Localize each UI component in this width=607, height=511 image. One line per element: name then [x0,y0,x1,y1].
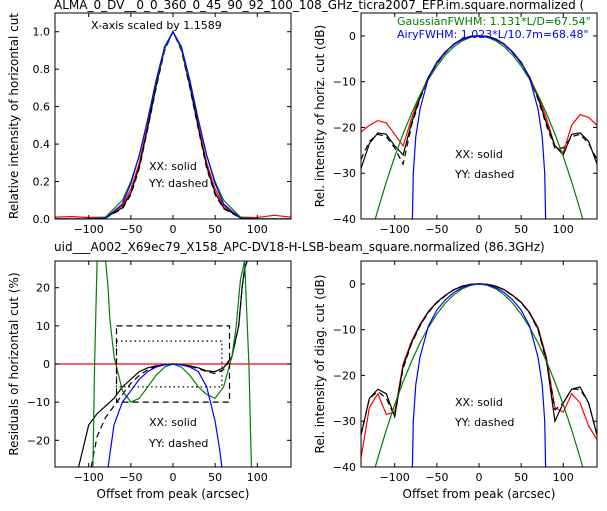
x-tick-label: 100 [553,223,574,236]
x-tick-label: −50 [425,223,448,236]
x-tick-label: 0 [476,223,483,236]
x-tick-label: 50 [208,471,222,484]
series-line-5 [107,363,223,467]
x-tick-label: −50 [119,471,142,484]
series-line-6 [115,325,231,403]
chart-title: ALMA_0_DV__0_0_360_0_45_90_92_100_108_GH… [54,0,584,12]
chart-annotation: YY: dashed [454,168,514,181]
chart-title: uid___A002_X69ec79_X158_APC-DV18-H-LSB-b… [54,240,545,254]
axes-frame [360,260,598,468]
series-group [361,283,597,467]
x-axis-label: Offset from peak (arcsec) [403,487,556,501]
y-tick-label: −40 [333,461,356,474]
y-tick-label: −40 [333,213,356,226]
y-tick-label: 0.8 [33,63,51,76]
axes-frame [360,12,598,220]
series-line-4 [92,261,252,467]
series-line-3 [361,283,597,436]
series-group [55,30,291,219]
series-line-2 [361,283,597,436]
y-tick-label: −20 [333,369,356,382]
x-tick-label: 50 [514,471,528,484]
x-axis-label: Offset from peak (arcsec) [97,487,250,501]
x-tick-label: 100 [553,471,574,484]
y-axis-label: Relative intensity of horizontal cut [7,13,21,219]
y-tick-label: 0.0 [33,213,51,226]
series-line-5 [55,30,291,219]
x-tick-label: 100 [247,223,268,236]
x-tick-label: −50 [119,223,142,236]
chart-panel-2: −100 −50 0 50 100 0 −10 −20 −30 −40 Rel. intensity… [313,12,598,236]
chart-annotation: AiryFWHM: 1.023*L/10.7m=68.48" [397,28,589,41]
y-tick-label: 10 [36,320,50,333]
y-tick-label: −20 [27,434,50,447]
chart-annotation: YY: dashed [454,416,514,429]
series-group [361,35,597,219]
y-tick-label: −10 [27,396,50,409]
y-tick-label: 0.6 [33,101,51,114]
y-tick-label: 20 [36,282,50,295]
series-line-3 [361,35,597,166]
x-tick-label: −100 [74,223,104,236]
chart-annotation: YY: dashed [148,177,208,190]
y-tick-label: −10 [333,76,356,89]
y-tick-label: −30 [333,167,356,180]
y-tick-label: 0.2 [33,176,51,189]
x-tick-label: 50 [208,223,222,236]
series-line-4 [55,30,291,219]
y-tick-label: 0.4 [33,138,51,151]
x-tick-label: 0 [476,471,483,484]
x-tick-label: −50 [425,471,448,484]
series-line-5 [411,283,547,467]
chart-annotation: XX: solid [149,160,197,173]
x-tick-label: 100 [247,471,268,484]
chart-panel-1: −100 −50 0 50 1000.00.20.40.60.81.0Relative … [7,0,584,236]
chart-annotation: XX: solid [455,148,503,161]
y-tick-label: 0 [349,278,356,291]
x-tick-label: −100 [380,223,410,236]
chart-annotation: XX: solid [149,416,197,429]
chart-panel-4: −100 −50 0 50 100 0 −10 −20 −30 −40 Rel. intensity… [313,260,598,501]
series-line-5 [411,35,547,219]
y-tick-label: −30 [333,415,356,428]
y-tick-label: 1.0 [33,26,51,39]
y-axis-label: Rel. intensity of horiz. cut (dB) [313,25,327,207]
chart-annotation: YY: dashed [148,437,208,450]
y-axis-label: Rel. intensity of diag. cut (dB) [313,275,327,454]
x-tick-label: −100 [380,471,410,484]
x-tick-label: 0 [170,223,177,236]
y-tick-label: 0 [43,358,50,371]
series-line-2 [55,30,291,219]
y-tick-label: −10 [333,324,356,337]
chart-annotation: GaussianFWHM: 1.131*L/D=67.54" [397,15,591,28]
series-line-1 [361,35,597,154]
series-line-1 [361,283,597,458]
chart-annotation: XX: solid [455,396,503,409]
series-group [55,261,291,467]
chart-annotation: X-axis scaled by 1.1589 [91,19,222,32]
y-tick-label: −20 [333,121,356,134]
x-tick-label: 0 [170,471,177,484]
y-tick-label: 0 [349,30,356,43]
series-line-3 [90,261,248,467]
series-line-3 [55,30,291,219]
x-tick-label: 50 [514,223,528,236]
y-axis-label: Residuals of horizontal cut (%) [7,272,21,455]
x-tick-label: −100 [74,471,104,484]
